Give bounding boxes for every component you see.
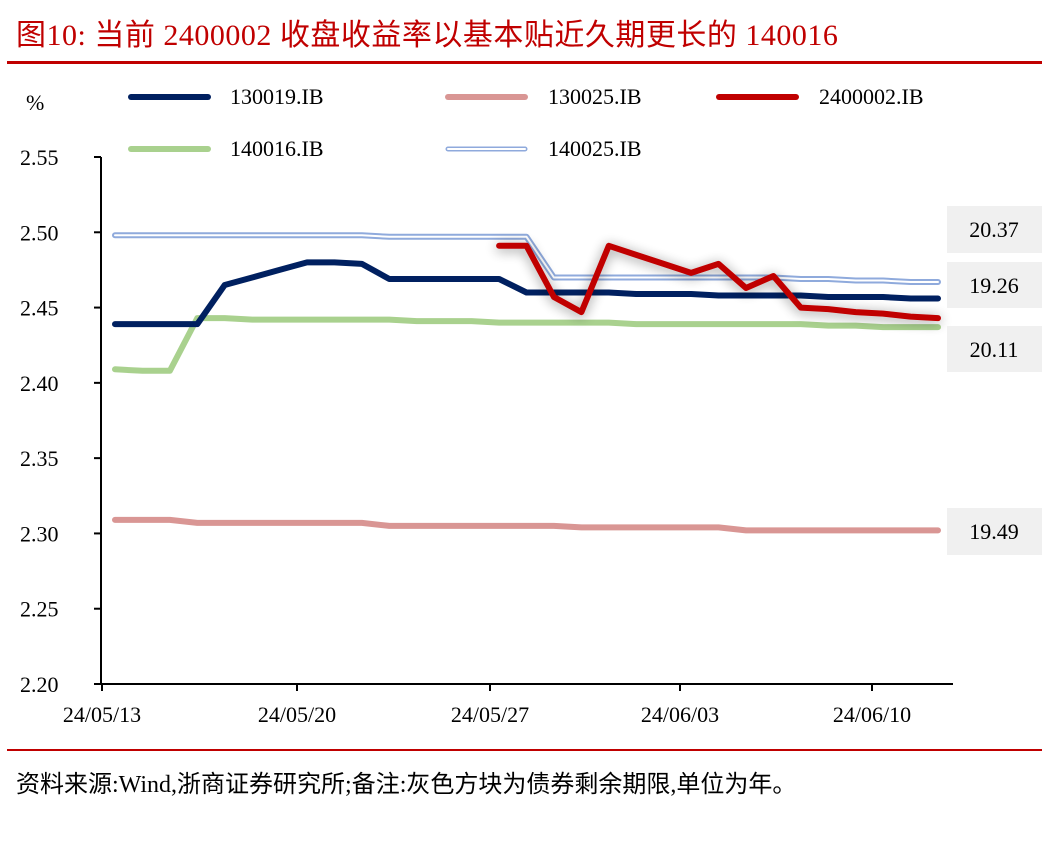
y-axis-unit: % — [26, 90, 44, 115]
legend-label-140025: 140025.IB — [548, 136, 642, 161]
y-axis: 2.55 2.50 2.45 2.40 2.35 2.30 2.25 2.20 — [20, 145, 102, 697]
maturity-box-2400002 — [947, 206, 1042, 253]
x-tick-label: 24/05/20 — [258, 702, 336, 727]
legend-label-130019: 130019.IB — [230, 84, 324, 109]
y-tick-label: 2.25 — [20, 597, 59, 622]
source-footnote: 资料来源:Wind,浙商证券研究所;备注:灰色方块为债券剩余期限,单位为年。 — [16, 772, 797, 798]
series-layer — [112, 232, 941, 534]
maturity-value-130019: 19.26 — [969, 273, 1019, 298]
maturity-value-130025: 19.49 — [969, 519, 1019, 544]
series-line-140016 — [112, 315, 941, 374]
series-line-2400002 — [496, 242, 941, 322]
x-tick-label: 24/05/27 — [451, 702, 529, 727]
series-line-140025 — [114, 234, 939, 283]
legend-label-130025: 130025.IB — [548, 84, 642, 109]
x-tick-label: 24/05/13 — [63, 702, 141, 727]
y-tick-label: 2.35 — [20, 446, 59, 471]
y-tick-label: 2.20 — [20, 672, 59, 697]
title-divider — [7, 61, 1042, 64]
maturity-box-130025 — [947, 508, 1042, 555]
y-tick-label: 2.40 — [20, 371, 59, 396]
x-tick-label: 24/06/10 — [833, 702, 911, 727]
y-tick-label: 2.30 — [20, 521, 59, 546]
legend-label-2400002: 2400002.IB — [819, 84, 924, 109]
figure-title: 图10: 当前 2400002 收盘收益率以基本贴近久期更长的 140016 — [16, 19, 839, 52]
maturity-value-2400002: 20.37 — [969, 217, 1019, 242]
series-line-130019 — [112, 259, 941, 328]
legend-label-140016: 140016.IB — [230, 136, 324, 161]
legend: 130019.IB 130025.IB 2400002.IB 140016.IB… — [128, 84, 924, 161]
x-tick-label: 24/06/03 — [641, 702, 719, 727]
line-chart: % 130019.IB 130025.IB 2400002.IB 140016.… — [20, 84, 1042, 727]
series-line-130025 — [112, 516, 941, 534]
maturity-box-140016 — [947, 326, 1042, 372]
maturity-value-140016: 20.11 — [970, 337, 1019, 362]
series-line-140025 — [112, 232, 941, 285]
maturity-boxes: 20.37 19.26 20.11 19.49 — [947, 206, 1042, 555]
y-tick-label: 2.45 — [20, 296, 59, 321]
y-tick-label: 2.50 — [20, 220, 59, 245]
y-tick-label: 2.55 — [20, 145, 59, 170]
footnote-divider — [7, 749, 1042, 751]
maturity-box-130019 — [947, 262, 1042, 308]
x-axis: 24/05/13 24/05/20 24/05/27 24/06/03 24/06/10 — [63, 683, 953, 727]
